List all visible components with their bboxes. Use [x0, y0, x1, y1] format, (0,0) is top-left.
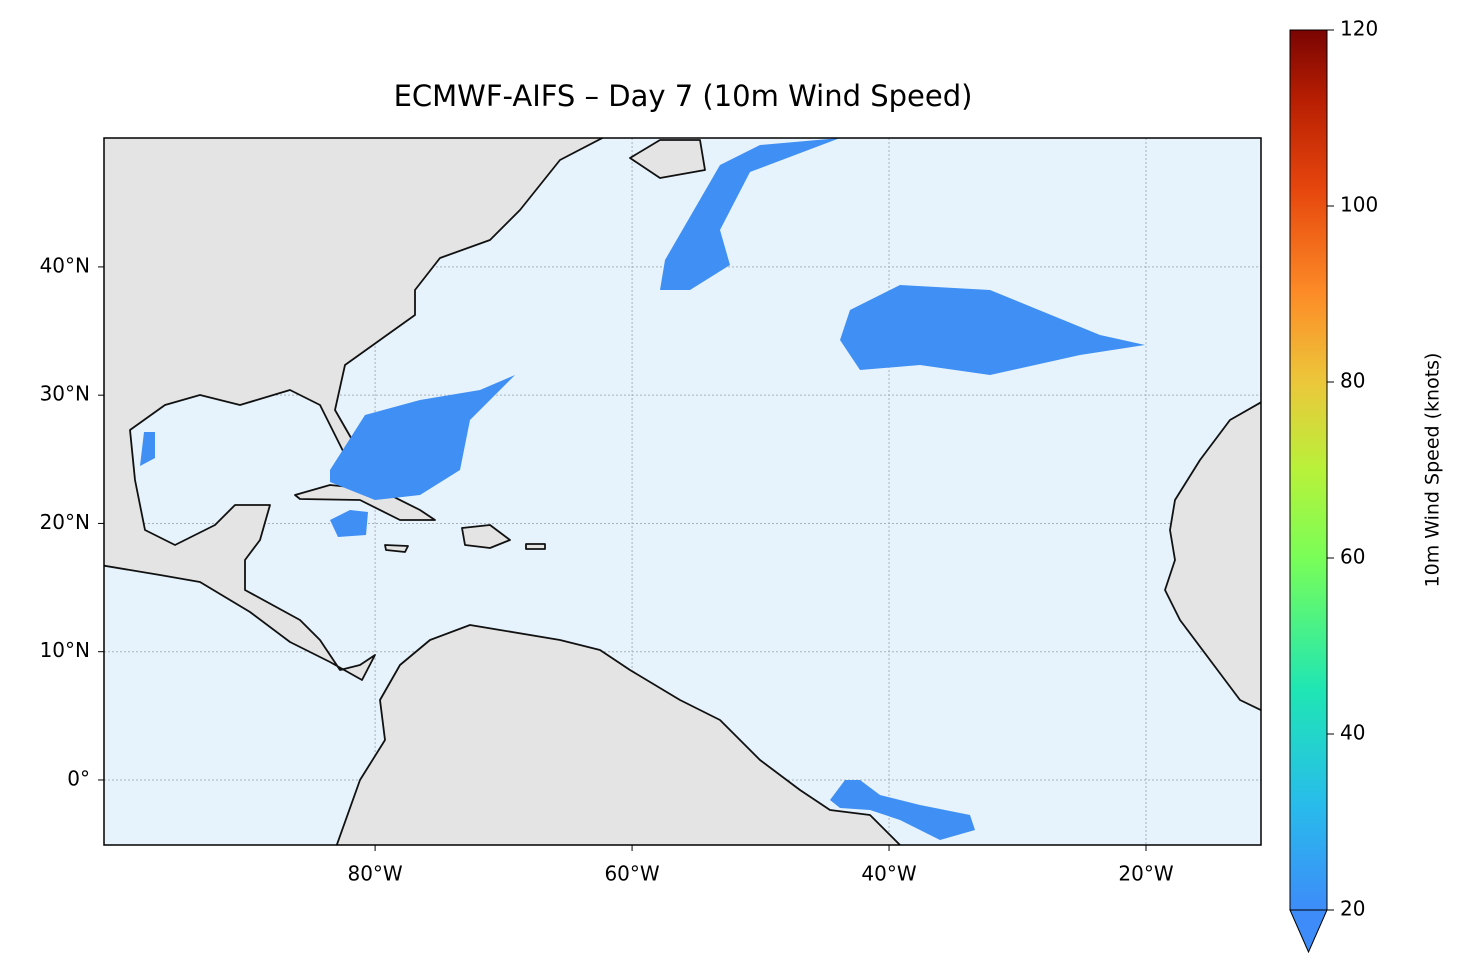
newfoundland [629, 139, 706, 179]
map-area [104, 138, 1261, 845]
south-america [335, 624, 902, 845]
africa [1164, 401, 1261, 712]
colorbar-tick-label: 60 [1340, 545, 1365, 569]
wind-swath [330, 375, 515, 500]
colorbar-tick-label: 100 [1340, 193, 1378, 217]
puerto-rico [525, 543, 546, 550]
chart-title: ECMWF-AIFS – Day 7 (10m Wind Speed) [394, 79, 973, 113]
wind-swath [830, 780, 975, 840]
hispaniola [461, 524, 511, 549]
jamaica [384, 544, 409, 553]
y-tick-label: 10°N [40, 638, 90, 662]
y-tick-label: 20°N [40, 510, 90, 534]
wind-swath [840, 285, 1145, 375]
colorbar-tick-label: 80 [1340, 369, 1365, 393]
wind-swath [660, 138, 840, 290]
wind-swath [140, 432, 155, 466]
map-frame [103, 137, 1262, 846]
north-america [104, 138, 605, 681]
colorbar-tick-label: 20 [1340, 897, 1365, 921]
wind-swath [330, 510, 368, 537]
y-tick-label: 0° [67, 766, 90, 790]
colorbar-tick-label: 120 [1340, 17, 1378, 41]
colorbar-label: 10m Wind Speed (knots) [1422, 353, 1444, 588]
colorbar-extend [1289, 909, 1328, 954]
y-tick-label: 30°N [40, 382, 90, 406]
colorbar-tick-label: 40 [1340, 721, 1365, 745]
colorbar [1289, 29, 1328, 911]
x-tick-label: 60°W [604, 862, 659, 886]
x-tick-label: 20°W [1118, 862, 1173, 886]
x-tick-label: 40°W [861, 862, 916, 886]
y-tick-label: 40°N [40, 253, 90, 277]
x-tick-label: 80°W [347, 862, 402, 886]
